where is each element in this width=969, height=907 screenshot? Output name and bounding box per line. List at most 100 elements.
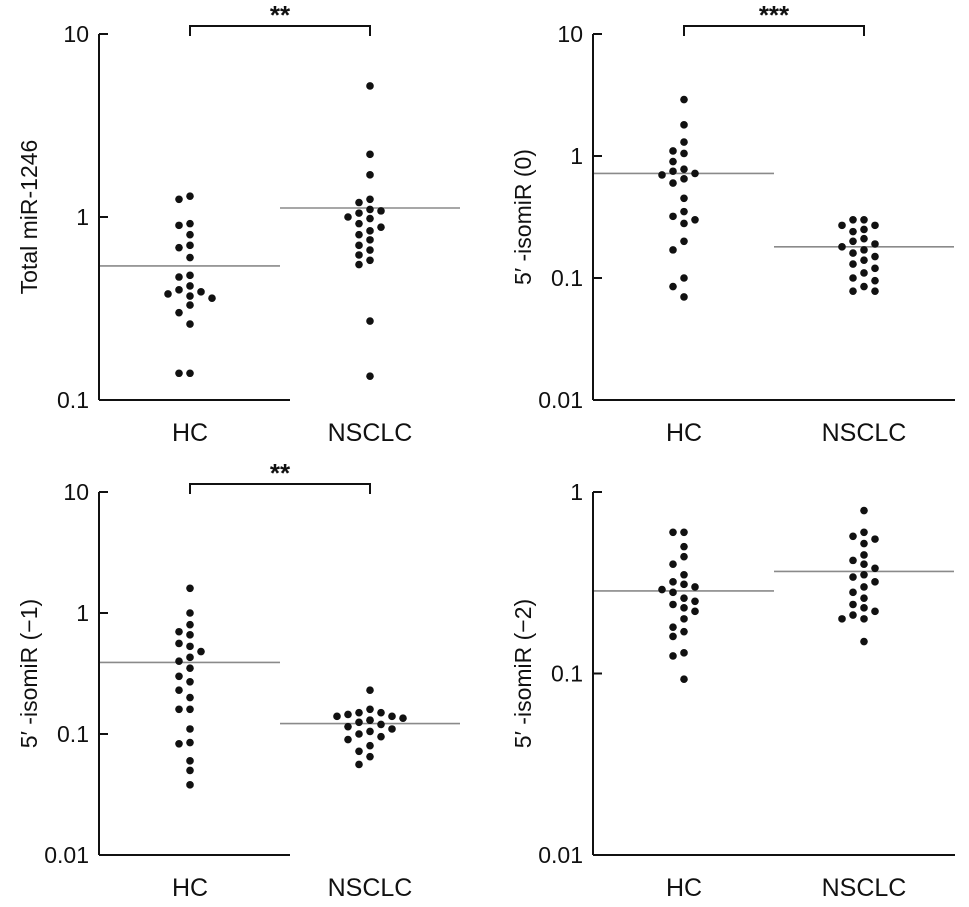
data-point (669, 528, 677, 537)
data-point (186, 781, 194, 789)
data-point (871, 252, 879, 261)
data-point (186, 642, 194, 651)
data-point (366, 195, 374, 204)
data-point (366, 214, 374, 223)
data-point (680, 207, 688, 216)
y-axis-title: 5′ -isomiR (0) (510, 149, 536, 285)
data-point (355, 747, 363, 756)
data-point (669, 623, 677, 631)
data-point (680, 293, 688, 301)
data-point (186, 241, 194, 250)
y-axis-title: Total miR-1246 (16, 140, 42, 295)
data-point (691, 607, 699, 616)
data-point (377, 708, 385, 717)
data-point (860, 269, 868, 277)
data-point (860, 256, 868, 264)
data-point (366, 727, 374, 736)
data-point (186, 320, 194, 328)
data-point (669, 588, 677, 597)
data-point (849, 249, 857, 257)
data-point (691, 169, 699, 178)
data-point (680, 542, 688, 551)
data-point (186, 584, 194, 593)
data-point (849, 237, 857, 246)
category-label: NSCLC (328, 874, 413, 902)
data-point (860, 246, 868, 254)
data-point (669, 560, 677, 569)
data-point (669, 179, 677, 187)
data-point (344, 722, 352, 731)
y-tick-label: 0.1 (57, 721, 89, 747)
data-point (849, 532, 857, 541)
data-point (186, 219, 194, 228)
category-label: HC (666, 419, 702, 447)
data-point (669, 246, 677, 254)
data-point (344, 735, 352, 744)
data-point (680, 552, 688, 561)
data-point (197, 288, 205, 296)
data-point (366, 171, 374, 179)
data-point (175, 273, 183, 281)
data-point (175, 686, 183, 695)
data-point (860, 528, 868, 537)
data-point (186, 631, 194, 639)
data-point (355, 760, 363, 769)
data-point (669, 600, 677, 609)
data-point (860, 539, 868, 548)
data-point (366, 227, 374, 235)
data-point (186, 609, 194, 617)
data-point (849, 600, 857, 609)
significance-label: ** (270, 458, 291, 488)
data-point (871, 264, 879, 273)
category-label: NSCLC (822, 419, 907, 447)
data-point (680, 594, 688, 602)
data-point (355, 209, 363, 217)
data-point (186, 253, 194, 262)
significance-label: *** (759, 0, 790, 30)
data-point (860, 506, 868, 515)
data-point (186, 678, 194, 686)
data-point (175, 627, 183, 636)
significance-bracket (683, 25, 865, 36)
data-point (680, 580, 688, 589)
data-point (680, 219, 688, 228)
data-point (175, 221, 183, 230)
data-point (197, 647, 205, 656)
data-point (355, 708, 363, 717)
data-point (399, 714, 407, 723)
data-point (680, 194, 688, 203)
data-point (186, 282, 194, 290)
data-point (186, 664, 194, 672)
data-point (871, 578, 879, 586)
y-axis-title: 5′ -isomiR (−2) (510, 599, 536, 748)
y-tick-label: 1 (570, 479, 583, 505)
data-point (175, 657, 183, 665)
data-point (388, 712, 396, 721)
data-point (377, 732, 385, 741)
data-point (669, 282, 677, 291)
data-point (366, 150, 374, 159)
data-point (175, 369, 183, 378)
data-point (680, 165, 688, 173)
data-point (860, 560, 868, 569)
data-point (680, 149, 688, 158)
significance-bracket (189, 483, 371, 494)
data-point (680, 649, 688, 657)
data-point (680, 627, 688, 636)
data-point (691, 583, 699, 591)
category-label: HC (172, 419, 208, 447)
data-point (355, 219, 363, 228)
y-tick-label: 1 (76, 204, 89, 230)
data-point (366, 686, 374, 695)
data-point (186, 738, 194, 747)
data-point (175, 739, 183, 748)
y-tick-label: 0.01 (538, 387, 583, 413)
category-label: NSCLC (328, 419, 413, 447)
data-point (175, 243, 183, 252)
data-point (377, 223, 385, 231)
data-point (669, 147, 677, 155)
data-point (680, 175, 688, 183)
data-point (186, 766, 194, 775)
data-point (669, 167, 677, 176)
data-point (366, 236, 374, 244)
